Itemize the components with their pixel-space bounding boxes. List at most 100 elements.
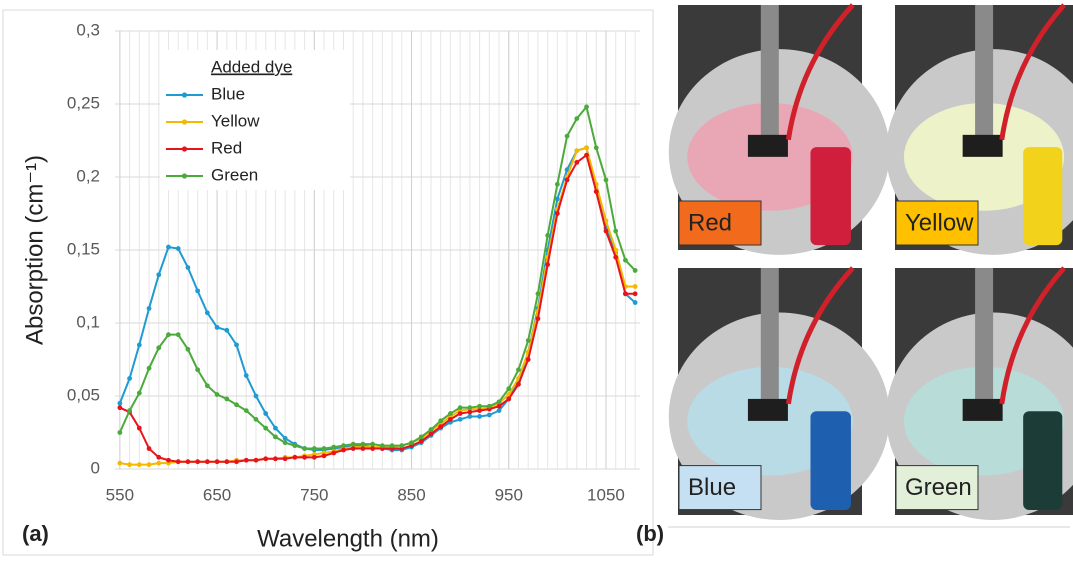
data-point [496, 399, 502, 405]
bottle [810, 147, 851, 246]
x-tick-label: 750 [300, 485, 328, 504]
probe-base [962, 398, 1003, 421]
data-point [613, 228, 619, 234]
data-point [360, 446, 366, 451]
data-point [593, 189, 599, 195]
data-point [273, 425, 278, 431]
data-point [117, 430, 123, 435]
data-point [457, 405, 463, 411]
data-point [554, 196, 560, 202]
data-point [204, 383, 210, 389]
data-point [350, 446, 356, 451]
data-point [234, 402, 239, 408]
data-point [166, 457, 171, 463]
data-point [593, 145, 599, 151]
data-point [438, 418, 444, 424]
data-point [195, 459, 201, 465]
data-point [486, 403, 492, 409]
data-point [632, 291, 638, 297]
y-tick-label: 0,2 [76, 166, 100, 185]
y-axis-label: Absorption (cm⁻¹) [21, 155, 48, 345]
data-point [477, 403, 482, 409]
data-point [360, 441, 366, 447]
data-point [224, 459, 230, 465]
data-point [292, 443, 298, 449]
data-point [496, 403, 502, 409]
data-point [253, 457, 259, 463]
data-point [175, 332, 181, 338]
data-point [243, 373, 249, 378]
data-point [243, 408, 249, 413]
data-point [185, 265, 191, 270]
data-point [467, 414, 473, 419]
probe [975, 268, 994, 404]
data-point [584, 104, 589, 110]
data-point [584, 152, 589, 158]
data-point [214, 392, 220, 397]
data-point [185, 459, 191, 465]
cable [785, 266, 855, 405]
y-tick-label: 0,1 [76, 312, 100, 331]
data-point [136, 390, 142, 396]
data-point [234, 342, 239, 348]
data-point [156, 454, 162, 460]
data-point [127, 408, 132, 413]
data-point [273, 456, 278, 462]
chart-frame [2, 9, 654, 556]
probe-base [962, 134, 1003, 157]
data-point [535, 291, 541, 297]
legend-label: Green [211, 165, 258, 184]
data-point [574, 116, 580, 121]
photo-label: Red [688, 209, 732, 236]
data-point [146, 365, 152, 371]
data-point [166, 332, 171, 338]
photo-label-box [895, 465, 979, 511]
legend-marker [181, 146, 188, 152]
photo-label: Yellow [905, 209, 974, 236]
bottle [1023, 147, 1063, 246]
photo-label-box [678, 200, 762, 246]
data-point [516, 381, 521, 387]
data-point [204, 310, 210, 316]
data-point [117, 460, 123, 466]
x-tick-label: 1050 [587, 485, 625, 504]
data-point [486, 412, 492, 418]
data-point [195, 367, 201, 373]
x-tick-label: 850 [397, 485, 425, 504]
y-tick-label: 0 [91, 458, 100, 477]
legend-marker [181, 119, 188, 125]
probe [760, 268, 779, 404]
data-point [632, 268, 638, 273]
cable [999, 266, 1066, 405]
probe-base [747, 398, 788, 421]
data-point [525, 357, 531, 362]
data-point [554, 211, 560, 216]
probe [975, 5, 994, 140]
cable [999, 3, 1066, 141]
data-point [136, 342, 142, 348]
data-point [448, 416, 453, 422]
bottle [1023, 411, 1063, 511]
data-point [273, 434, 278, 440]
data-point [457, 411, 463, 416]
data-point [282, 440, 288, 446]
legend-label: Blue [211, 84, 245, 103]
data-point [263, 425, 269, 431]
data-point [467, 405, 473, 411]
data-point [321, 446, 327, 451]
legend-marker [181, 173, 188, 179]
data-point [253, 416, 259, 422]
data-point [156, 272, 162, 278]
photo-label: Blue [688, 474, 736, 501]
data-point [146, 462, 152, 468]
legend-title: Added dye [211, 57, 292, 76]
data-point [506, 386, 512, 392]
panel-label: (b) [636, 521, 664, 546]
data-point [409, 440, 414, 446]
y-tick-label: 0,3 [76, 20, 100, 39]
cable [785, 3, 855, 141]
data-point [603, 177, 609, 183]
data-point [156, 460, 162, 466]
data-point [564, 133, 570, 139]
data-point [564, 177, 570, 183]
